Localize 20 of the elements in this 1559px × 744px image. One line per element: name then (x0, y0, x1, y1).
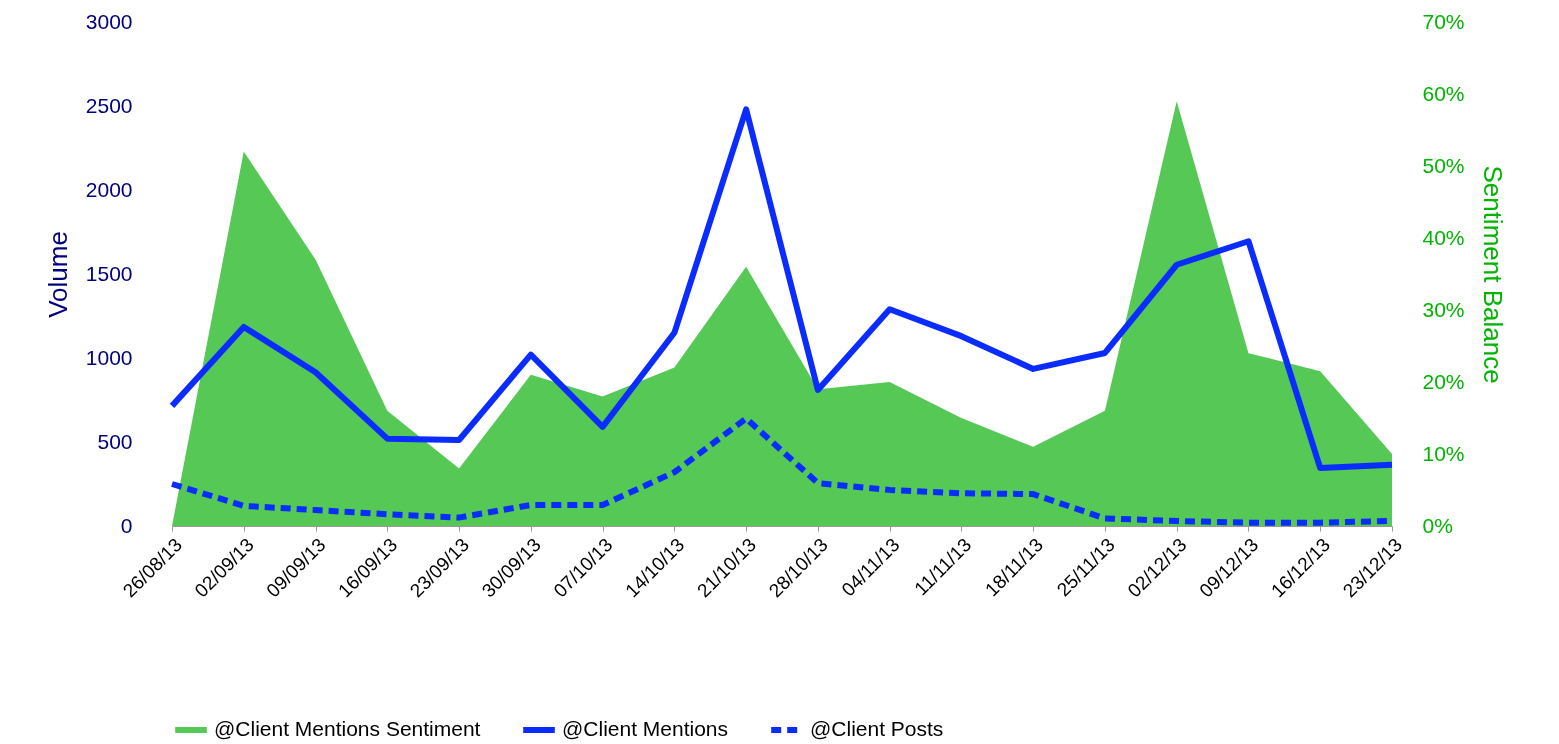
y2-tick-label: 30% (1422, 297, 1465, 321)
y-tick-label: 2500 (85, 93, 133, 117)
y-tick-label: 500 (97, 429, 133, 453)
y-tick-label: 2000 (85, 177, 133, 201)
legend-label: @Client Mentions Sentiment (214, 717, 481, 740)
y2-axis-title: Sentiment Balance (1477, 165, 1508, 384)
y2-tick-label: 10% (1422, 441, 1465, 465)
y2-tick-label: 50% (1422, 153, 1465, 177)
y2-tick-label: 70% (1422, 9, 1465, 33)
y-tick-label: 1500 (85, 261, 133, 285)
legend-label: @Client Posts (810, 717, 944, 740)
y-tick-label: 3000 (85, 9, 133, 33)
y-axis-title: Volume (42, 231, 73, 318)
y2-tick-label: 60% (1422, 81, 1465, 105)
y-tick-label: 0 (120, 513, 133, 537)
y2-tick-label: 40% (1422, 225, 1465, 249)
y2-tick-label: 20% (1422, 369, 1465, 393)
y2-tick-label: 0% (1422, 513, 1453, 537)
y-tick-label: 1000 (85, 345, 133, 369)
legend-label: @Client Mentions (562, 717, 729, 740)
